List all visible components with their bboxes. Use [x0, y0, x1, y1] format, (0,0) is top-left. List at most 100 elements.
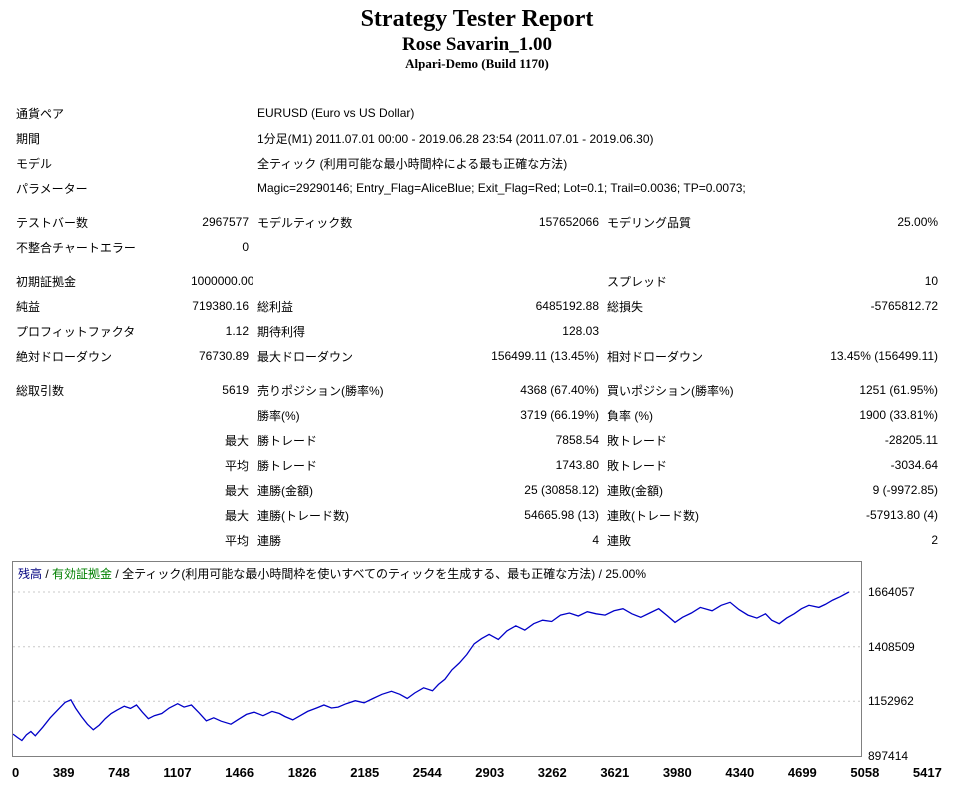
report-label — [12, 528, 187, 553]
report-label: 売りポジション(勝率%) — [257, 383, 384, 398]
report-label: パラメーター — [16, 181, 88, 196]
report-value: 1900 (33.81%) — [859, 408, 939, 423]
legend-item: / — [42, 566, 53, 581]
report-label: 負率 (%) — [607, 408, 653, 423]
report-value: 1.12 — [225, 324, 249, 339]
report-label: 連勝 — [257, 533, 282, 548]
report-value — [775, 235, 942, 260]
report-value: 719380.16 — [192, 299, 249, 314]
group-spacer — [12, 201, 942, 210]
report-value: 156499.11 (13.45%) — [491, 349, 599, 364]
report-label: 連敗(金額) — [607, 483, 663, 498]
report-label: 連敗(トレード数) — [607, 508, 699, 523]
x-axis-label: 2544 — [412, 764, 442, 780]
report-label: テストバー数 — [16, 215, 89, 230]
report-label: 総取引数 — [16, 383, 65, 398]
report-value: 0 — [242, 240, 249, 255]
report-value: 76730.89 — [198, 349, 249, 364]
report-label: モデルティック数 — [257, 215, 353, 230]
report-label — [603, 235, 775, 260]
legend-item: 全ティック(利用可能な最小時間枠を使いすべてのティックを生成する、最も正確な方法… — [122, 566, 596, 581]
y-axis-label: 1664057 — [868, 584, 915, 599]
report-row: 絶対ドローダウン 76730.89 最大ドローダウン 156499.11 (13.45… — [12, 344, 942, 369]
y-axis-label: 897414 — [868, 748, 909, 763]
report-value: 4368 (67.40%) — [520, 383, 599, 398]
report-label — [12, 403, 187, 428]
x-axis-label: 2185 — [350, 764, 380, 780]
report-label: 連勝(トレード数) — [257, 508, 349, 523]
report-value — [187, 403, 253, 428]
empty-cell — [187, 151, 253, 176]
report-row: 総取引数 5619 売りポジション(勝率%) 4368 (67.40%) 買いポジション… — [12, 378, 942, 403]
empty-cell — [187, 126, 253, 151]
chart-legend: 残高 / 有効証拠金 / 全ティック(利用可能な最小時間枠を使いすべてのティック… — [18, 565, 646, 582]
report-value: 5619 — [222, 383, 249, 398]
report-row: プロフィットファクタ 1.12 期待利得 128.03 — [12, 319, 942, 344]
report-label: 純益 — [16, 299, 41, 314]
report-label: 総損失 — [607, 299, 644, 314]
legend-item: 残高 — [18, 566, 43, 581]
x-axis-label: 4340 — [725, 764, 755, 780]
report-label: 不整合チャートエラー — [16, 240, 136, 255]
report-label: モデル — [16, 156, 53, 171]
legend-item: / — [595, 566, 606, 581]
report-value: 10 — [924, 274, 939, 289]
x-axis-label: 0 — [12, 764, 20, 780]
x-axis-label: 1826 — [287, 764, 317, 780]
report-value: 54665.98 (13) — [524, 508, 599, 523]
balance-chart: 残高 / 有効証拠金 / 全ティック(利用可能な最小時間枠を使いすべてのティック… — [12, 560, 942, 787]
report-value: 1分足(M1) 2011.07.01 00:00 - 2019.06.28 23… — [257, 131, 654, 146]
report-value: -5765812.72 — [870, 299, 939, 314]
report-row: 純益 719380.16 総利益 6485192.88 総損失 -5765812.72 — [12, 294, 942, 319]
report-value: 1000000.00 — [191, 274, 253, 289]
report-value: 平均 — [224, 533, 249, 548]
report-row: 不整合チャートエラー 0 — [12, 235, 942, 260]
empty-cell — [187, 176, 253, 201]
report-row: モデル 全ティック (利用可能な最小時間枠による最も正確な方法) — [12, 151, 942, 176]
report-row: 期間 1分足(M1) 2011.07.01 00:00 - 2019.06.28 … — [12, 126, 942, 151]
expert-name: Rose Savarin_1.00 — [402, 33, 552, 55]
empty-cell — [187, 101, 253, 126]
x-axis-label: 1107 — [163, 764, 192, 780]
report-row: 最大 連勝(トレード数) 54665.98 (13) 連敗(トレード数) -57913.… — [12, 503, 942, 528]
x-axis-label: 389 — [52, 764, 75, 780]
equity-curve-svg — [13, 591, 861, 742]
report-row: 最大 勝トレード 7858.54 敗トレード -28205.11 — [12, 428, 942, 453]
report-value: EURUSD (Euro vs US Dollar) — [257, 106, 415, 121]
report-row: 平均 連勝 4 連敗 2 — [12, 528, 942, 553]
legend-item: / — [112, 566, 123, 581]
report-table: 通貨ペア EURUSD (Euro vs US Dollar) 期間 1分足(M1) … — [12, 101, 942, 553]
report-value: Magic=29290146; Entry_Flag=AliceBlue; Ex… — [257, 181, 746, 196]
x-axis-label: 4699 — [787, 764, 817, 780]
report-value — [428, 235, 603, 260]
report-value: 1251 (61.95%) — [859, 383, 939, 398]
report-row: テストバー数 2967577 モデルティック数 157652066 モデリング品質 25.… — [12, 210, 942, 235]
report-label: 最大ドローダウン — [257, 349, 354, 364]
report-label: 連敗 — [607, 533, 632, 548]
y-axis-label: 1152962 — [868, 693, 914, 708]
report-value: 13.45% (156499.11) — [830, 349, 939, 364]
report-label — [12, 453, 187, 478]
strategy-tester-report: Strategy Tester Report Rose Savarin_1.00… — [0, 6, 954, 787]
report-row: 平均 勝トレード 1743.80 敗トレード -3034.64 — [12, 453, 942, 478]
report-label: 相対ドローダウン — [607, 349, 704, 364]
report-value: 6485192.88 — [535, 299, 599, 314]
report-value: -3034.64 — [890, 458, 939, 473]
report-label — [12, 428, 187, 453]
report-row: 勝率(%) 3719 (66.19%) 負率 (%) 1900 (33.81%) — [12, 403, 942, 428]
report-label — [12, 503, 187, 528]
report-label — [12, 478, 187, 503]
report-label: 勝率(%) — [257, 408, 300, 423]
report-value: 9 (-9972.85) — [872, 483, 939, 498]
report-title: Strategy Tester Report — [360, 6, 594, 32]
report-value: 最大 — [224, 433, 249, 448]
report-label: 総利益 — [257, 299, 294, 314]
legend-item: 25.00% — [605, 566, 647, 581]
report-value — [775, 319, 942, 344]
report-value: 最大 — [224, 483, 249, 498]
report-value: -28205.11 — [884, 433, 939, 448]
report-label — [253, 269, 428, 294]
report-label: 初期証拠金 — [16, 274, 77, 289]
report-label: スプレッド — [607, 274, 668, 289]
group-spacer — [12, 369, 942, 378]
